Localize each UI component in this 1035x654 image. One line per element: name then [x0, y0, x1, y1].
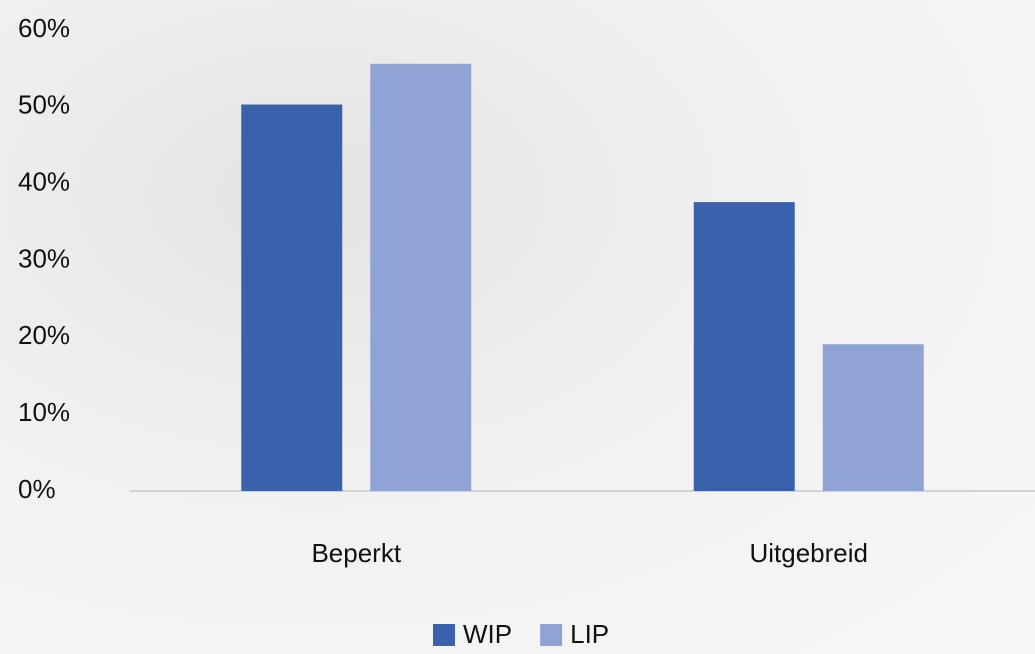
legend-swatch: [433, 624, 455, 646]
legend-label: LIP: [570, 619, 609, 649]
y-tick-label: 50%: [18, 90, 70, 120]
bar: [823, 344, 924, 491]
y-tick-label: 60%: [18, 13, 70, 43]
legend-label: WIP: [463, 619, 512, 649]
page: 0% 10% 20% 30% 40% 50% 60% Beperkt Uitgebreid WIP…: [0, 0, 1035, 654]
x-tick-label: Uitgebreid: [749, 538, 868, 568]
y-tick-label: 0%: [18, 474, 56, 504]
y-tick-label: 20%: [18, 320, 70, 350]
legend-swatch: [540, 624, 562, 646]
bar: [370, 64, 471, 491]
y-tick-label: 10%: [18, 397, 70, 427]
chart: 0% 10% 20% 30% 40% 50% 60% Beperkt Uitgebreid WIP…: [0, 0, 1035, 654]
bar: [694, 202, 795, 491]
bar: [241, 105, 342, 491]
x-tick-label: Beperkt: [311, 538, 401, 568]
y-tick-label: 40%: [18, 167, 70, 197]
y-tick-label: 30%: [18, 243, 70, 273]
